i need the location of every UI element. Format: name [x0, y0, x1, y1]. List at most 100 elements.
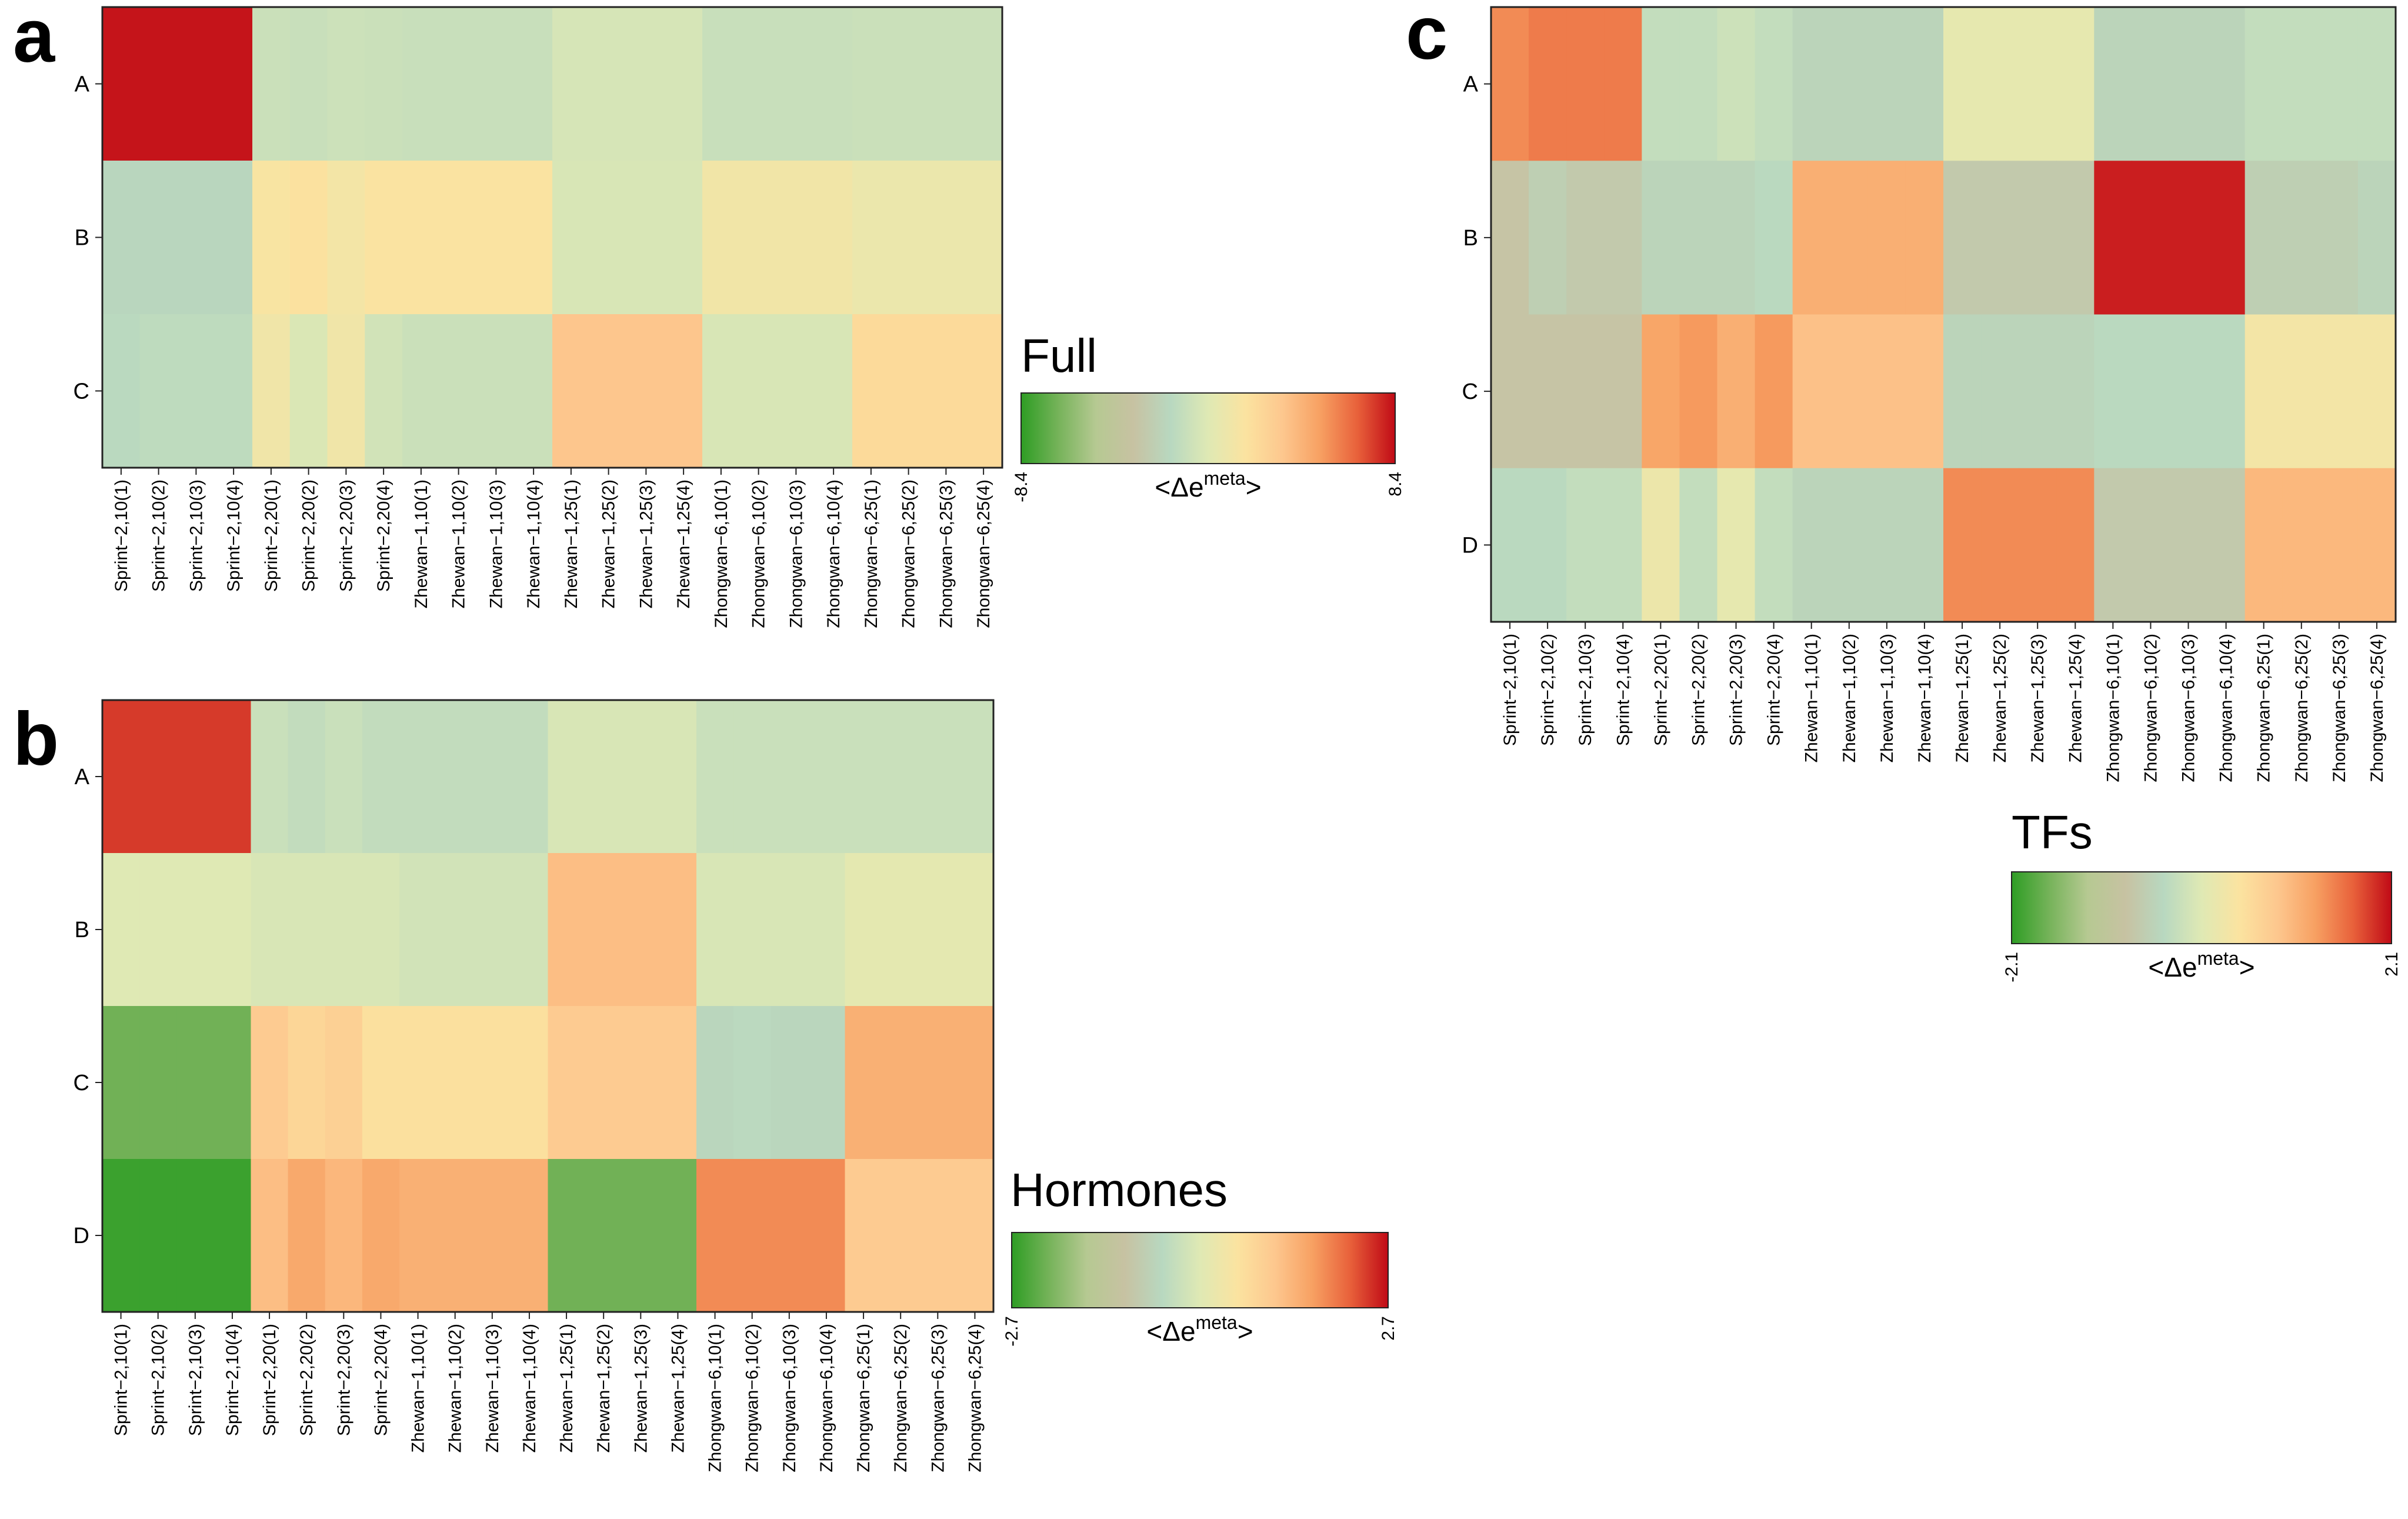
heatmap-cell	[177, 161, 215, 315]
heatmap-cell	[845, 700, 883, 854]
heatmap-cell	[511, 1006, 549, 1160]
column-label: Sprint−2,20(1)	[260, 1324, 279, 1436]
heatmap-cell	[2282, 314, 2321, 469]
heatmap-cell	[585, 700, 623, 854]
heatmap-cell	[2282, 161, 2321, 315]
legend-colorbar	[1011, 1232, 1389, 1308]
heatmap-cell	[733, 853, 771, 1007]
heatmap-cell	[956, 700, 994, 854]
heatmap-cell	[215, 161, 253, 315]
heatmap-cell	[1529, 468, 1567, 622]
heatmap-cell	[402, 314, 441, 468]
column-label: Zhewan−1,25(1)	[562, 479, 581, 608]
heatmap-cell	[2169, 7, 2208, 161]
column-label: Sprint−2,10(2)	[1538, 634, 1557, 746]
heatmap-cell	[702, 161, 741, 315]
column-label: Zhongwan−6,25(3)	[936, 479, 956, 628]
heatmap-cell	[1642, 468, 1680, 622]
heatmap-cell	[845, 1159, 883, 1313]
heatmap-cell	[2357, 468, 2396, 622]
column-label: Sprint−2,10(3)	[1576, 634, 1595, 746]
heatmap-cell	[365, 314, 403, 468]
heatmap-cell	[402, 7, 441, 161]
panel-letter-a: a	[13, 0, 55, 78]
column-label: Zhewan−1,10(3)	[1877, 634, 1897, 762]
legend-axis-label: <Δemeta>	[1146, 1312, 1253, 1347]
heatmap-cell	[777, 161, 815, 315]
heatmap-cell	[882, 700, 920, 854]
heatmap-cell	[511, 700, 549, 854]
heatmap-cell	[477, 314, 515, 468]
heatmap-cell	[177, 314, 215, 468]
heatmap-cell	[808, 1006, 846, 1160]
heatmap-cell	[2357, 314, 2396, 469]
column-label: Sprint−2,20(4)	[1765, 634, 1784, 746]
heatmap-cell	[473, 1159, 511, 1313]
column-label: Sprint−2,20(1)	[1651, 634, 1670, 746]
column-label: Sprint−2,20(3)	[334, 1324, 353, 1436]
heatmap-cell	[511, 853, 549, 1007]
row-label: D	[74, 1224, 89, 1248]
heatmap-cell	[2056, 314, 2095, 469]
column-label: Zhewan−1,25(1)	[1953, 634, 1972, 762]
column-label: Zhewan−1,10(4)	[524, 479, 543, 608]
heatmap-cell	[436, 1159, 474, 1313]
heatmap-cell	[2019, 468, 2057, 622]
heatmap-cell	[2132, 468, 2170, 622]
heatmap-cell	[1792, 161, 1831, 315]
heatmap-cell	[733, 1006, 771, 1160]
heatmap-cell	[919, 1159, 957, 1313]
column-label: Sprint−2,20(3)	[336, 479, 356, 592]
column-label: Zhongwan−6,10(1)	[2103, 634, 2123, 782]
heatmap-cell	[956, 1159, 994, 1313]
heatmap-cell	[589, 161, 628, 315]
heatmap-cell	[1943, 161, 1982, 315]
heatmap-cell	[1755, 7, 1793, 161]
heatmap-cell	[2169, 468, 2208, 622]
heatmap-cell	[2357, 7, 2396, 161]
heatmap-cell	[139, 161, 178, 315]
heatmap-cell	[1943, 468, 1982, 622]
column-label: Zhewan−1,10(2)	[446, 1324, 465, 1453]
heatmap-cell	[965, 7, 1003, 161]
legend-min-label: -2.7	[1002, 1316, 1022, 1347]
column-label: Zhongwan−6,25(2)	[891, 1324, 910, 1473]
column-label: Sprint−2,10(1)	[112, 479, 131, 592]
heatmap-cell	[815, 7, 853, 161]
heatmap-cell	[1491, 468, 1529, 622]
heatmap-cell	[1491, 7, 1529, 161]
column-label: Sprint−2,10(1)	[112, 1324, 131, 1436]
heatmap-cell	[399, 1159, 437, 1313]
heatmap-cell	[325, 853, 363, 1007]
column-label: Zhongwan−6,10(2)	[743, 1324, 762, 1473]
heatmap-cell	[362, 700, 400, 854]
heatmap-cell	[1529, 314, 1567, 469]
heatmap-cell	[177, 7, 215, 161]
legend-max-label: 2.7	[1379, 1316, 1398, 1341]
heatmap-cell	[589, 7, 628, 161]
heatmap-cell	[1642, 161, 1680, 315]
heatmap-cell	[552, 7, 591, 161]
heatmap-cell	[327, 314, 365, 468]
column-label: Zhewan−1,10(3)	[486, 479, 506, 608]
heatmap-cell	[919, 1006, 957, 1160]
column-label: Zhewan−1,25(4)	[674, 479, 693, 608]
legend-title-tfs: TFs	[2012, 806, 2093, 858]
heatmap-cell	[1867, 161, 1906, 315]
heatmap-cell	[1905, 468, 1944, 622]
column-label: Sprint−2,10(3)	[186, 1324, 205, 1436]
heatmap-cell	[102, 1159, 140, 1313]
legend-hormones: -2.7 2.7 <Δemeta>	[1002, 1232, 1398, 1347]
legend-min-label: -8.4	[1012, 472, 1031, 502]
heatmap-cell	[1755, 468, 1793, 622]
heatmap-border	[1490, 6, 2397, 623]
column-label: Sprint−2,10(3)	[186, 479, 206, 592]
heatmap-cell	[214, 1006, 252, 1160]
heatmap-cell	[1943, 314, 1982, 469]
heatmap-cell	[362, 1159, 400, 1313]
heatmap-cell	[436, 700, 474, 854]
heatmap-cell	[771, 700, 808, 854]
heatmap-cell	[927, 7, 965, 161]
heatmap-cell	[2132, 7, 2170, 161]
heatmap-cell	[2282, 7, 2321, 161]
